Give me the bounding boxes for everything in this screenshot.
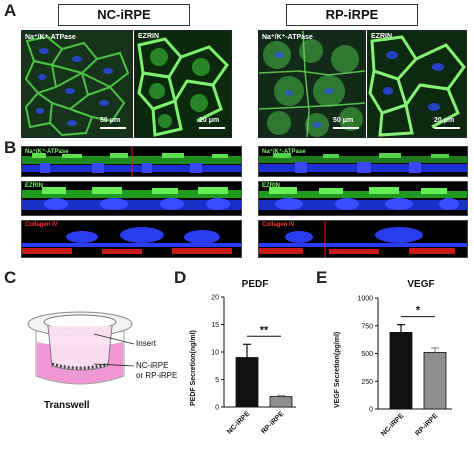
strip-rp-ezrin: EZRIN (258, 181, 468, 216)
panel-label-c: C (4, 268, 17, 287)
micrograph-rp-ezrin: EZRIN 20 μm (367, 30, 467, 138)
y-tick-label: 750 (361, 323, 373, 330)
bar (389, 332, 413, 410)
group-title-rp: RP-iRPE (286, 4, 418, 26)
group-title-nc: NC-iRPE (58, 4, 190, 26)
y-tick-label: 5 (215, 377, 219, 384)
scale-bar (100, 127, 126, 129)
insert-label: Insert (136, 339, 157, 348)
micrograph-label: EZRIN (371, 33, 392, 40)
strip-label: Collagen IV (262, 222, 295, 228)
scale-bar (434, 127, 460, 129)
micrograph-rp-atpase: Na⁺/K⁺-ATPase 50 μm (258, 30, 366, 138)
chart-title-pedf: PEDF (241, 279, 269, 290)
scale-bar-label: 20 μm (199, 117, 220, 124)
cells-label-line2: or RP-iRPE (136, 371, 178, 380)
micrograph-label: Na⁺/K⁺-ATPase (25, 34, 76, 41)
micrograph-label: Na⁺/K⁺-ATPase (262, 34, 313, 41)
strip-nc-collagen: Collagen IV (21, 220, 242, 258)
bar (423, 351, 447, 410)
x-category-label: RP-iRPE (414, 412, 439, 437)
strip-label: EZRIN (262, 183, 280, 189)
scale-bar-label: 50 μm (333, 117, 354, 124)
y-tick-label: 0 (215, 405, 219, 412)
strip-label: Na⁺/K⁺-ATPase (262, 149, 306, 155)
strip-nc-atpase: Na⁺/K⁺-ATPase (21, 146, 242, 177)
chart-title-vegf: VEGF (407, 279, 435, 290)
significance-mark: * (416, 305, 421, 317)
y-tick-label: 20 (211, 295, 219, 302)
cells-label-line1: NC-iRPE (136, 361, 169, 370)
scale-bar (333, 127, 359, 129)
x-category-label: NC-iRPE (380, 412, 406, 438)
y-tick-label: 1000 (357, 296, 373, 303)
scale-bar (199, 127, 225, 129)
y-tick-label: 0 (369, 407, 373, 414)
y-tick-label: 500 (361, 351, 373, 358)
strip-label: Collagen IV (25, 222, 58, 228)
strip-nc-ezrin: EZRIN (21, 181, 242, 216)
strip-rp-collagen: Collagen IV (258, 220, 468, 258)
panel-label-a: A (4, 1, 17, 20)
panel-label-d: D (174, 268, 187, 287)
strip-label: Na⁺/K⁺-ATPase (25, 149, 69, 155)
transwell-caption: Transwell (44, 400, 90, 411)
panel-label-b: B (4, 138, 17, 157)
callout-lines (93, 333, 135, 367)
significance-mark: ** (260, 324, 269, 336)
micrograph-nc-atpase: Na⁺/K⁺-ATPase 50 μm (21, 30, 133, 138)
panel-label-e: E (316, 268, 328, 287)
y-tick-label: 10 (211, 350, 219, 357)
strip-label: EZRIN (25, 183, 43, 189)
scale-bar-label: 50 μm (100, 117, 121, 124)
scale-bar-label: 20 μm (434, 117, 455, 124)
strip-rp-atpase: Na⁺/K⁺-ATPase (258, 146, 468, 177)
micrograph-label: EZRIN (138, 33, 159, 40)
micrograph-nc-ezrin: EZRIN 20 μm (134, 30, 232, 138)
y-tick-label: 15 (211, 322, 219, 329)
y-axis-label-vegf: VEGF Secretion(pg/ml) (334, 331, 341, 408)
y-tick-label: 250 (361, 379, 373, 386)
transwell-diagram (27, 311, 133, 385)
